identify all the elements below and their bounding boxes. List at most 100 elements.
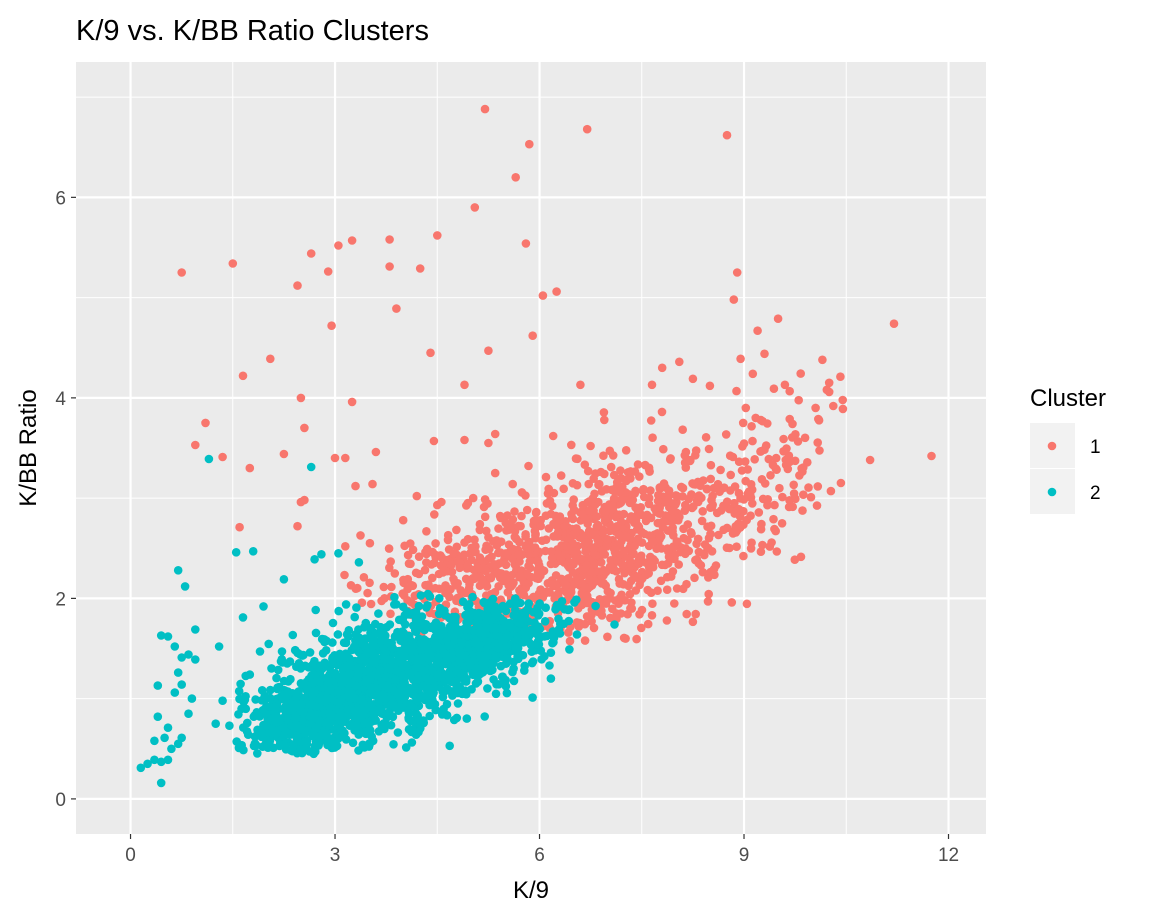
data-point: [234, 710, 243, 719]
data-point: [448, 653, 457, 663]
data-point: [611, 512, 620, 522]
data-point: [420, 565, 430, 575]
data-point: [449, 574, 458, 584]
x-tick-label: 3: [330, 845, 341, 866]
data-point: [683, 520, 693, 529]
data-point: [331, 678, 340, 688]
data-point: [435, 594, 444, 603]
data-point: [475, 519, 485, 529]
data-point: [447, 567, 457, 577]
data-point: [333, 630, 343, 639]
data-point: [153, 712, 163, 721]
data-point: [334, 549, 343, 558]
data-point: [756, 547, 766, 556]
data-point: [150, 755, 159, 765]
data-point: [459, 550, 469, 559]
data-point: [587, 617, 596, 626]
data-point: [746, 480, 756, 489]
data-point: [471, 547, 480, 557]
data-point: [541, 603, 550, 612]
data-point: [490, 468, 500, 478]
data-point: [463, 498, 473, 508]
data-point: [517, 511, 526, 521]
data-point: [657, 407, 667, 417]
data-point: [706, 474, 715, 484]
x-tick-label: 6: [534, 845, 545, 866]
data-point: [726, 470, 735, 480]
data-point: [546, 648, 556, 657]
data-point: [789, 489, 799, 498]
data-point: [732, 386, 741, 396]
data-point: [428, 573, 437, 583]
data-point: [521, 239, 531, 248]
data-point: [191, 625, 200, 634]
data-point: [527, 658, 537, 668]
data-point: [236, 679, 245, 689]
data-point: [772, 547, 782, 556]
data-point: [608, 604, 617, 614]
data-point: [502, 688, 512, 698]
data-point: [440, 686, 450, 696]
data-point: [725, 451, 735, 461]
data-point: [293, 521, 302, 531]
data-point: [214, 642, 224, 651]
data-point: [577, 554, 587, 564]
data-point: [292, 692, 301, 702]
data-point: [822, 385, 832, 395]
data-point: [447, 560, 456, 570]
data-point: [562, 542, 571, 551]
data-point: [264, 639, 274, 649]
data-point: [460, 380, 469, 390]
data-point: [614, 599, 623, 608]
data-point: [624, 581, 633, 591]
data-point: [675, 512, 684, 522]
data-point: [496, 548, 505, 557]
y-tick-label: 4: [55, 389, 66, 410]
data-point: [327, 321, 336, 331]
data-point: [799, 490, 808, 500]
data-point: [769, 514, 778, 524]
data-point: [626, 474, 635, 483]
data-point: [425, 649, 435, 658]
data-point: [553, 532, 562, 541]
data-point: [399, 679, 409, 688]
data-point: [204, 454, 214, 464]
data-point: [272, 673, 281, 683]
data-point: [727, 598, 737, 607]
legend-title: Cluster: [1030, 385, 1106, 412]
legend-swatch-2: [1047, 487, 1057, 497]
data-point: [829, 401, 838, 411]
data-point: [262, 721, 271, 731]
data-point: [413, 662, 423, 672]
data-point: [488, 665, 497, 675]
data-point: [341, 600, 351, 609]
plot-panel: [76, 62, 986, 834]
data-point: [480, 104, 490, 114]
data-point: [771, 526, 780, 536]
data-point: [508, 515, 518, 524]
data-point: [452, 525, 461, 535]
data-point: [309, 749, 319, 759]
data-point: [738, 418, 748, 428]
data-point: [595, 479, 604, 489]
data-point: [357, 598, 367, 607]
data-point: [484, 346, 493, 356]
data-point: [366, 599, 376, 609]
data-point: [556, 555, 566, 564]
data-point: [484, 533, 493, 542]
data-point: [257, 686, 267, 695]
data-point: [385, 620, 395, 629]
data-point: [560, 522, 569, 532]
data-point: [359, 573, 369, 582]
data-point: [509, 676, 519, 686]
data-point: [670, 599, 679, 608]
data-point: [386, 609, 395, 619]
data-point: [527, 647, 536, 656]
data-point: [356, 531, 365, 540]
data-point: [741, 403, 751, 413]
data-point: [411, 607, 421, 617]
data-point: [409, 639, 418, 649]
data-point: [259, 602, 268, 611]
data-point: [521, 614, 530, 624]
data-point: [320, 658, 330, 668]
